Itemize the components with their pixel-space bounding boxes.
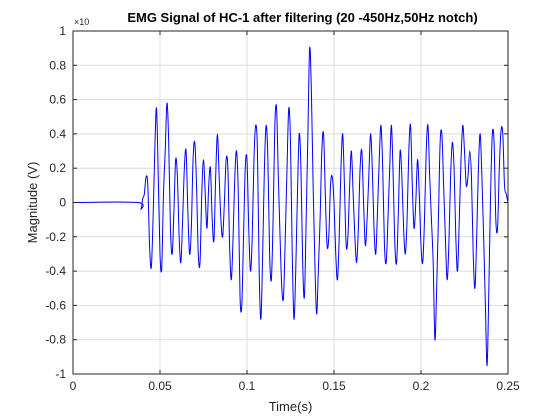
y-tick-label: -0.6 xyxy=(45,298,66,312)
y-tick-label: 0.4 xyxy=(49,127,66,141)
x-tick-label: 0 xyxy=(70,379,77,393)
y-axis-ticks: -1 -0.8 -0.6 -0.4 -0.2 0 0.2 0.4 0.6 0.8 1 xyxy=(45,24,508,381)
y-exponent-label: ×10 xyxy=(74,17,89,27)
y-tick-label: 0.2 xyxy=(49,161,66,175)
x-tick-label: 0.25 xyxy=(496,379,520,393)
chart-title: EMG Signal of HC-1 after filtering (20 -… xyxy=(127,10,477,25)
x-tick-label: 0.05 xyxy=(148,379,172,393)
y-tick-label: 0 xyxy=(59,196,66,210)
y-tick-label: 0.6 xyxy=(49,93,66,107)
x-tick-label: 0.15 xyxy=(322,379,346,393)
y-tick-label: -0.2 xyxy=(45,230,66,244)
y-tick-label: -0.8 xyxy=(45,333,66,347)
y-tick-label: 0.8 xyxy=(49,58,66,72)
y-axis-label: Magnitude (V) xyxy=(25,162,40,244)
y-tick-label: -1 xyxy=(55,367,66,381)
x-axis-ticks: 0 0.05 0.1 0.15 0.2 0.25 xyxy=(70,31,520,393)
x-tick-label: 0.1 xyxy=(239,379,256,393)
x-axis-label: Time(s) xyxy=(269,399,313,414)
x-tick-label: 0.2 xyxy=(413,379,430,393)
series-line-signal xyxy=(72,46,509,366)
y-tick-label: -0.4 xyxy=(45,264,66,278)
y-tick-label: 1 xyxy=(59,24,66,38)
